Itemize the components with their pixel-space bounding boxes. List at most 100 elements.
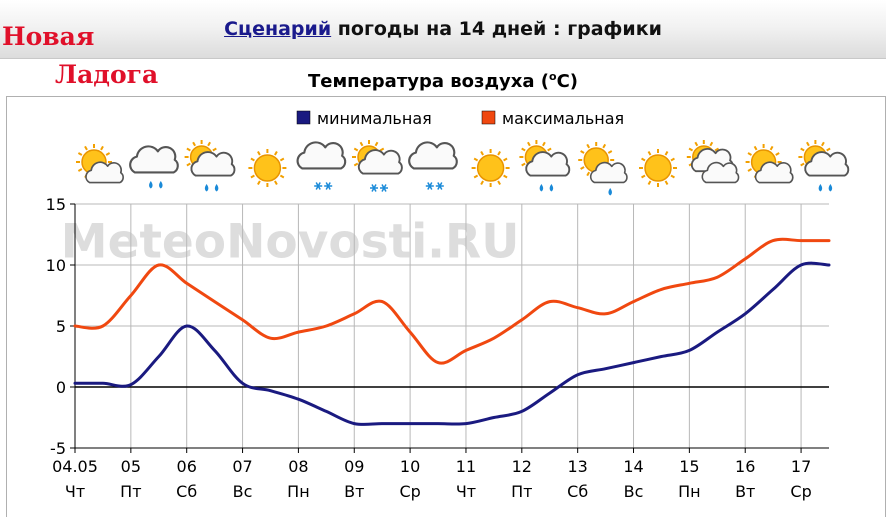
- sun-ray: [826, 147, 831, 152]
- rain-drop: [608, 188, 612, 196]
- sun-ray: [84, 145, 88, 151]
- x-tick-label: 14: [623, 457, 643, 476]
- x-weekday-label: Вс: [624, 482, 644, 501]
- sun-ray: [521, 162, 526, 167]
- sun-ray: [480, 180, 484, 185]
- sun-ray: [250, 157, 255, 162]
- sun-ray: [709, 141, 714, 147]
- header-bar: [0, 0, 886, 59]
- cloud-rain-icon: [129, 145, 179, 189]
- cloud-shape: [296, 141, 347, 170]
- snow-flake-ray: [437, 182, 443, 190]
- sun-ray: [641, 157, 646, 162]
- x-weekday-label: Чт: [456, 482, 476, 501]
- sun-cloud-icon: [745, 144, 794, 184]
- snow-flake-ray: [427, 182, 433, 190]
- sun-ray: [503, 174, 508, 179]
- sun-ray: [586, 171, 591, 177]
- subheader-bar: [0, 59, 886, 99]
- sun-ray: [753, 145, 758, 151]
- x-tick-label: 09: [344, 457, 364, 476]
- sun-ray: [105, 152, 111, 156]
- sun-cloud-icon: [76, 144, 124, 184]
- sun-ray: [670, 157, 675, 162]
- sun-ray: [769, 145, 774, 151]
- x-weekday-label: Сб: [567, 482, 588, 501]
- sun-ray: [207, 141, 211, 147]
- sun-ray: [77, 152, 83, 156]
- rain-drop: [818, 184, 823, 192]
- x-weekday-label: Пн: [287, 482, 310, 501]
- sun-ray: [806, 141, 810, 147]
- sun-icon: [248, 149, 287, 187]
- sun-double-cloud-icon: [686, 140, 740, 184]
- rain-drop: [539, 184, 544, 192]
- sun-ray: [800, 162, 805, 167]
- page-title: Сценарий погоды на 14 дней : графики: [0, 18, 886, 40]
- sun-ray: [77, 168, 83, 172]
- sun-ray: [497, 151, 501, 156]
- snow-flake-ray: [325, 182, 331, 190]
- sun-ray: [602, 143, 607, 149]
- sun-ray: [542, 141, 546, 147]
- cloud-shape: [804, 151, 850, 177]
- sun-ray: [257, 180, 261, 185]
- sun-ray: [497, 180, 501, 185]
- x-tick-label: 12: [512, 457, 532, 476]
- x-weekday-label: Пт: [511, 482, 532, 501]
- cloud-body: [85, 161, 124, 184]
- sun-ray: [580, 166, 585, 170]
- sun-ray: [250, 174, 255, 179]
- cloud-shape: [525, 151, 571, 177]
- sun-ray: [503, 157, 508, 162]
- legend-label-min: минимальная: [317, 109, 432, 128]
- sun-cloud-rain-icon: [798, 140, 850, 192]
- x-weekday-label: Пт: [120, 482, 141, 501]
- cloud-body: [804, 151, 850, 177]
- sun-ray: [279, 157, 285, 162]
- x-weekday-label: Сб: [176, 482, 197, 501]
- scenario-link[interactable]: Сценарий: [224, 18, 332, 40]
- x-tick-label: 04.05: [52, 457, 98, 476]
- sun-ray: [473, 157, 479, 162]
- cloud-snow-icon: [296, 141, 347, 190]
- page-title-text: погоды на 14 дней : графики: [331, 18, 662, 40]
- cloud-body: [754, 161, 794, 184]
- x-weekday-label: Ср: [790, 482, 811, 501]
- sun-ray: [647, 180, 652, 185]
- sun-ray: [374, 141, 379, 147]
- cloud-shape: [129, 145, 179, 174]
- sun-ray: [747, 168, 752, 172]
- x-tick-label: 06: [177, 457, 197, 476]
- cloud-shape: [357, 149, 403, 175]
- x-weekday-label: Вт: [735, 482, 755, 501]
- x-weekday-label: Чт: [65, 482, 85, 501]
- x-tick-label: 15: [679, 457, 699, 476]
- sun-ray: [186, 147, 191, 152]
- sun-ray: [359, 141, 364, 147]
- sun-ray: [775, 152, 780, 156]
- sun-ray: [100, 145, 104, 151]
- sun-ray: [800, 147, 805, 152]
- sun-ray: [688, 147, 694, 152]
- cloud-body: [357, 149, 403, 175]
- sun-ray: [353, 147, 359, 152]
- sun-ray: [747, 152, 752, 156]
- snow-flake-ray: [315, 182, 321, 190]
- sun-ray: [521, 147, 526, 152]
- cloud-shape: [408, 141, 458, 170]
- y-tick-label: 0: [56, 378, 66, 397]
- legend-swatch-max: [481, 110, 496, 125]
- cloud-body: [408, 141, 458, 170]
- rain-drop: [159, 181, 163, 189]
- rain-drop: [204, 184, 209, 192]
- x-tick-label: 17: [791, 457, 811, 476]
- snow-flake-ray: [371, 184, 377, 192]
- sun-ray: [473, 174, 479, 179]
- x-tick-label: 10: [400, 457, 420, 476]
- series-line-min: [73, 261, 831, 426]
- chart-title-unit: C): [556, 71, 579, 92]
- sun-ray: [212, 147, 217, 152]
- city-name-line1: Новая: [2, 22, 95, 51]
